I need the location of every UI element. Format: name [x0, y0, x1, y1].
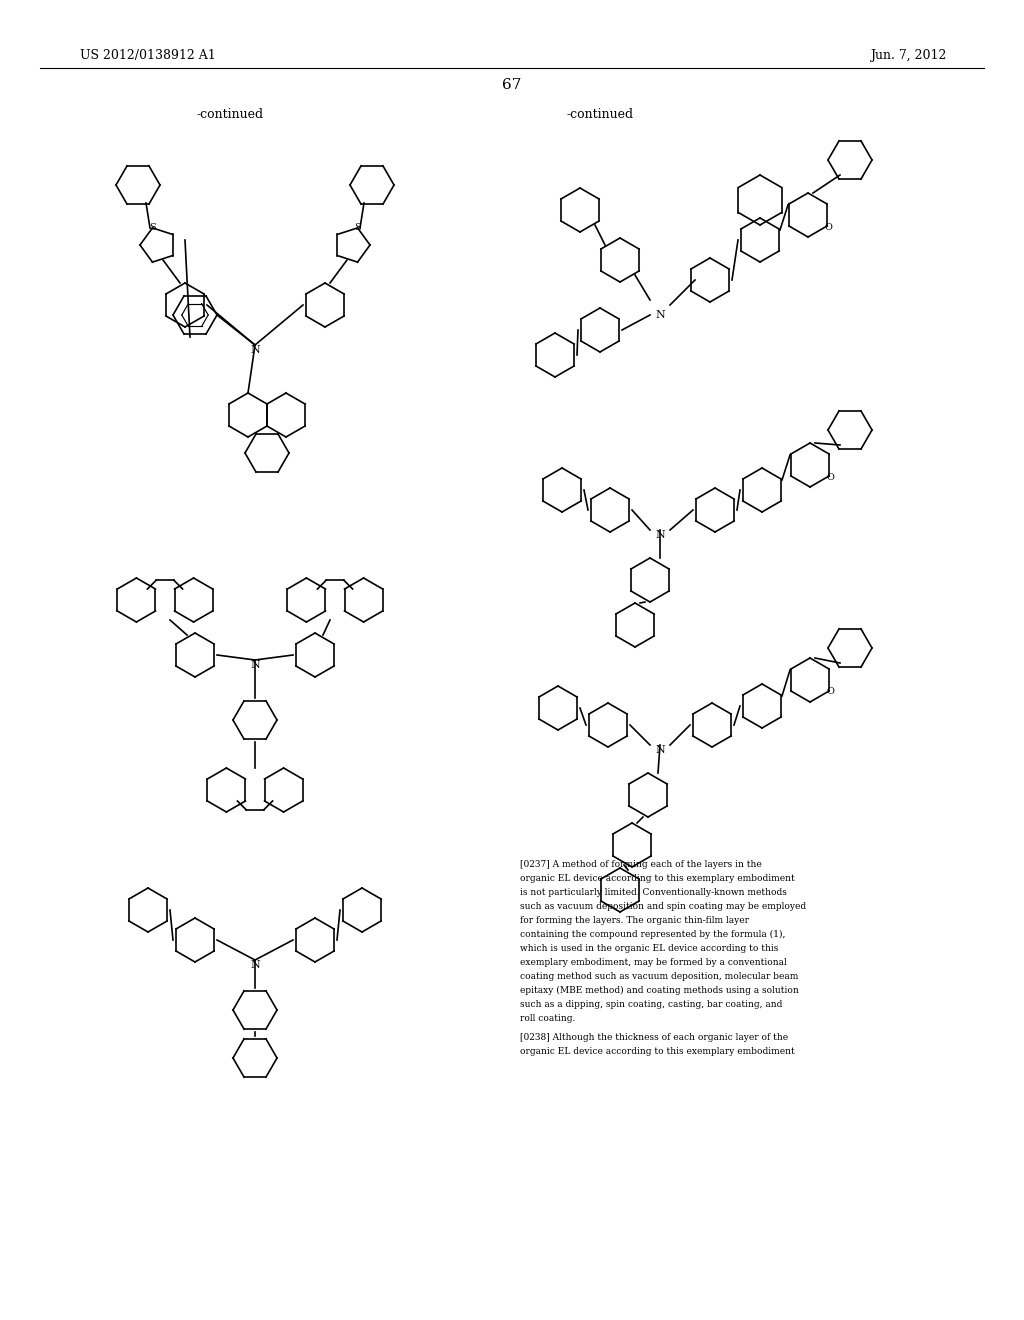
Text: for forming the layers. The organic thin-film layer: for forming the layers. The organic thin…	[520, 916, 749, 925]
Text: N: N	[250, 345, 260, 355]
Text: N: N	[250, 660, 260, 671]
Text: -continued: -continued	[566, 108, 634, 121]
Text: O: O	[826, 473, 834, 482]
Text: epitaxy (MBE method) and coating methods using a solution: epitaxy (MBE method) and coating methods…	[520, 986, 799, 995]
Text: N: N	[655, 531, 665, 540]
Text: which is used in the organic EL device according to this: which is used in the organic EL device a…	[520, 944, 778, 953]
Text: US 2012/0138912 A1: US 2012/0138912 A1	[80, 49, 216, 62]
Text: N: N	[655, 310, 665, 319]
Text: coating method such as vacuum deposition, molecular beam: coating method such as vacuum deposition…	[520, 972, 799, 981]
Text: such as a dipping, spin coating, casting, bar coating, and: such as a dipping, spin coating, casting…	[520, 1001, 782, 1008]
Text: [0238] Although the thickness of each organic layer of the: [0238] Although the thickness of each or…	[520, 1034, 788, 1041]
Text: is not particularly limited. Conventionally-known methods: is not particularly limited. Conventiona…	[520, 888, 786, 898]
Text: S: S	[150, 223, 156, 232]
Text: such as vacuum deposition and spin coating may be employed: such as vacuum deposition and spin coati…	[520, 902, 806, 911]
Text: 67: 67	[503, 78, 521, 92]
Text: -continued: -continued	[197, 108, 263, 121]
Text: roll coating.: roll coating.	[520, 1014, 575, 1023]
Text: organic EL device according to this exemplary embodiment: organic EL device according to this exem…	[520, 874, 795, 883]
Text: [0237] A method of forming each of the layers in the: [0237] A method of forming each of the l…	[520, 861, 762, 869]
Text: exemplary embodiment, may be formed by a conventional: exemplary embodiment, may be formed by a…	[520, 958, 786, 968]
Text: O: O	[824, 223, 831, 231]
Text: Jun. 7, 2012: Jun. 7, 2012	[870, 49, 946, 62]
Text: N: N	[655, 744, 665, 755]
Text: O: O	[826, 688, 834, 697]
Text: organic EL device according to this exemplary embodiment: organic EL device according to this exem…	[520, 1047, 795, 1056]
Text: S: S	[354, 223, 360, 232]
Text: N: N	[250, 960, 260, 970]
Text: containing the compound represented by the formula (1),: containing the compound represented by t…	[520, 931, 785, 939]
